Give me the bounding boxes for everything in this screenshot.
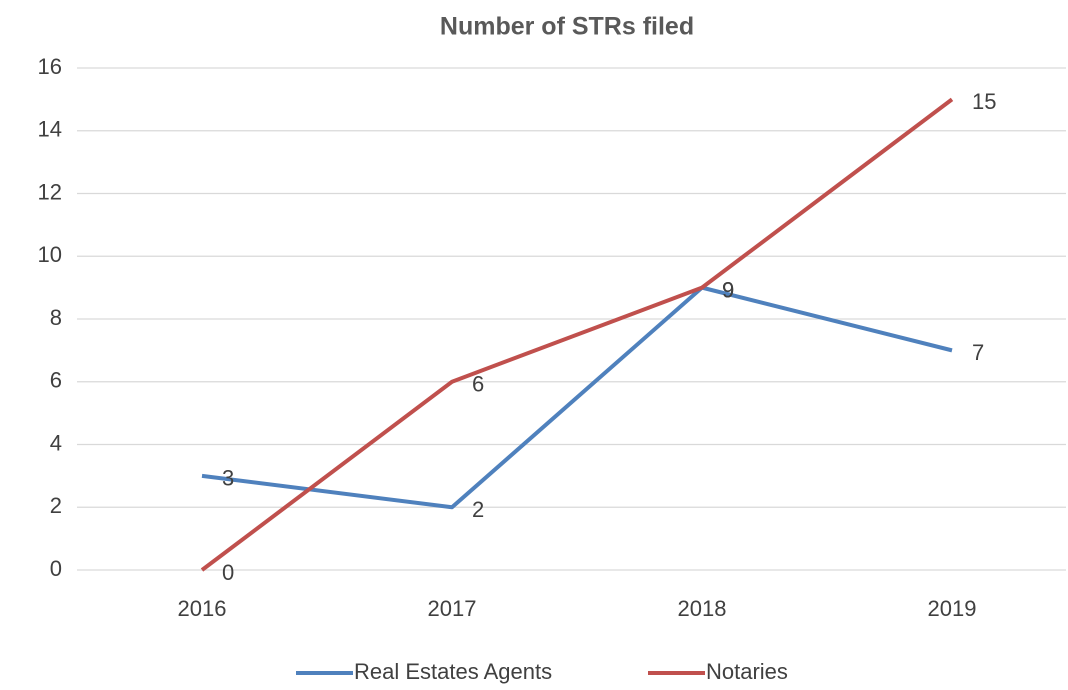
x-tick-label: 2018 — [678, 596, 727, 621]
y-tick-label: 2 — [50, 493, 62, 518]
data-label: 3 — [222, 466, 234, 491]
y-tick-label: 14 — [38, 117, 62, 142]
y-tick-label: 16 — [38, 54, 62, 79]
x-tick-label: 2017 — [428, 596, 477, 621]
x-tick-label: 2019 — [928, 596, 977, 621]
data-label: 15 — [972, 89, 996, 114]
data-label: 0 — [222, 560, 234, 585]
data-label: 6 — [472, 372, 484, 397]
y-tick-label: 12 — [38, 179, 62, 204]
y-tick-label: 6 — [50, 368, 62, 393]
data-label: 9 — [722, 277, 734, 302]
series-line — [200, 97, 954, 572]
x-tick-label: 2016 — [178, 596, 227, 621]
legend-label: Real Estates Agents — [354, 659, 552, 684]
data-label: 9 — [722, 277, 734, 302]
data-label: 2 — [472, 497, 484, 522]
y-tick-label: 8 — [50, 305, 62, 330]
y-tick-label: 0 — [50, 556, 62, 581]
series-line — [201, 285, 953, 510]
y-tick-label: 4 — [50, 430, 62, 455]
y-tick-label: 10 — [38, 242, 62, 267]
data-label: 7 — [972, 340, 984, 365]
legend-label: Notaries — [706, 659, 788, 684]
chart-title: Number of STRs filed — [440, 13, 694, 41]
